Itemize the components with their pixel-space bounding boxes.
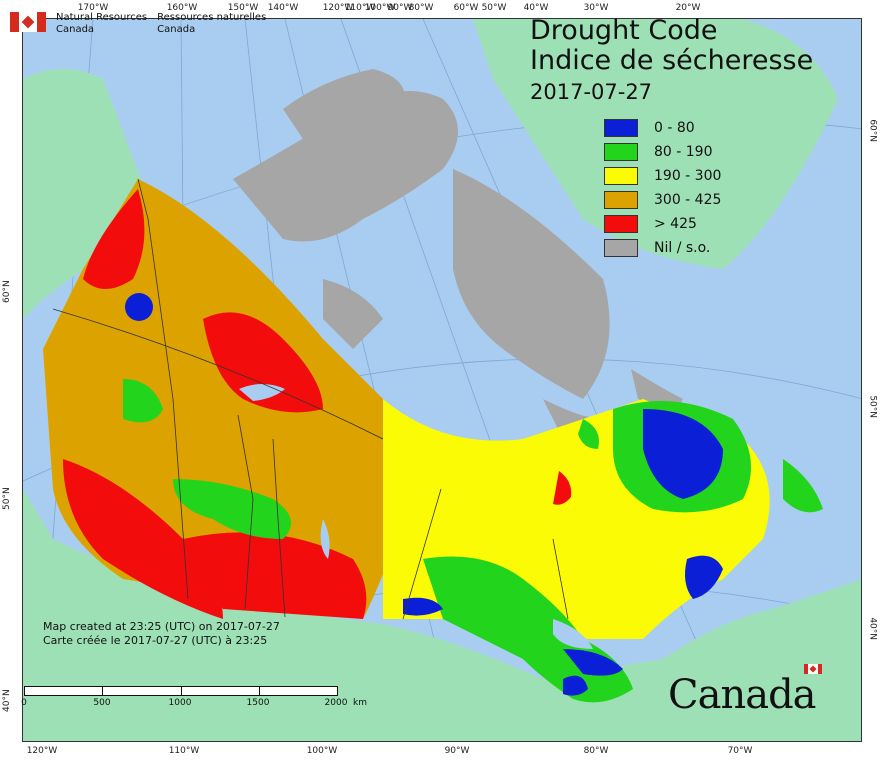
tick-top: 40°W bbox=[523, 3, 549, 13]
tick-left: 60°N bbox=[2, 280, 12, 303]
agency-line2-fr: Canada bbox=[157, 24, 196, 35]
tick-top: 110°W bbox=[344, 3, 376, 13]
legend-swatch bbox=[604, 143, 638, 161]
scale-unit: km bbox=[353, 698, 367, 708]
legend-swatch bbox=[604, 191, 638, 209]
legend-label: 190 - 300 bbox=[654, 168, 722, 184]
tick-top: 50°W bbox=[481, 3, 507, 13]
scale-labels: 0 500 1000 1500 2000 km bbox=[21, 696, 384, 710]
tick-bottom: 70°W bbox=[727, 746, 753, 756]
title-date: 2017-07-27 bbox=[530, 80, 653, 104]
legend-swatch bbox=[604, 119, 638, 137]
tick-top: 60°W bbox=[453, 3, 479, 13]
canada-wordmark: Canada bbox=[668, 664, 822, 718]
legend-swatch bbox=[604, 239, 638, 257]
wordmark-flag-icon bbox=[803, 664, 822, 674]
map-svg bbox=[23, 19, 861, 741]
province-borders bbox=[52, 178, 569, 620]
agency-line1-en: Natural Resources bbox=[56, 12, 148, 23]
tick-right: 60°N bbox=[868, 119, 878, 142]
agency-line2-en: Canada bbox=[56, 24, 95, 35]
tick-top: 20°W bbox=[675, 3, 701, 13]
map-canvas bbox=[22, 18, 862, 742]
legend-item: 0 - 80 bbox=[604, 116, 721, 140]
tick-bottom: 110°W bbox=[168, 746, 200, 756]
legend-label: 80 - 190 bbox=[654, 144, 713, 160]
credit-text: Map created at 23:25 (UTC) on 2017-07-27… bbox=[43, 620, 280, 648]
tick-top: 80°W bbox=[408, 3, 434, 13]
legend-swatch bbox=[604, 167, 638, 185]
scale-bar: 0 500 1000 1500 2000 km bbox=[21, 686, 384, 710]
legend-label: 0 - 80 bbox=[654, 120, 695, 136]
title-en: Drought Code bbox=[530, 15, 718, 46]
tick-top: 100°W bbox=[364, 3, 396, 13]
credit-fr: Carte créée le 2017-07-27 (UTC) à 23:25 bbox=[43, 634, 268, 647]
tick-left: 40°N bbox=[2, 689, 12, 712]
non-canada-land bbox=[23, 19, 861, 741]
tick-top: 30°W bbox=[583, 3, 609, 13]
agency-line1-fr: Ressources naturelles bbox=[157, 12, 267, 23]
scale-label: 1000 bbox=[168, 698, 192, 708]
legend-item: Nil / s.o. bbox=[604, 236, 721, 260]
tick-top: 120°W bbox=[322, 3, 354, 13]
legend: 0 - 80 80 - 190 190 - 300 300 - 425 > 425 Nil… bbox=[604, 116, 721, 260]
tick-top: 140°W bbox=[267, 3, 299, 13]
tick-bottom: 90°W bbox=[444, 746, 470, 756]
legend-item: 190 - 300 bbox=[604, 164, 721, 188]
title-fr: Indice de sécheresse bbox=[530, 45, 814, 76]
agency-fr: Ressources naturelles Canada bbox=[157, 12, 266, 36]
wordmark-text: Canada bbox=[668, 672, 817, 718]
legend-label: > 425 bbox=[654, 216, 697, 232]
agency-signature: Natural Resources Canada Ressources natu… bbox=[10, 12, 266, 36]
drought-very-low bbox=[125, 293, 723, 696]
lakes bbox=[239, 384, 593, 649]
tick-right: 40°N bbox=[868, 617, 878, 640]
scale-label: 2000 bbox=[324, 698, 348, 708]
tick-bottom: 120°W bbox=[26, 746, 58, 756]
tick-top: 150°W bbox=[227, 3, 259, 13]
drought-high bbox=[63, 189, 572, 619]
legend-item: 80 - 190 bbox=[604, 140, 721, 164]
agency-en: Natural Resources Canada bbox=[56, 12, 147, 36]
scale-label: 1500 bbox=[246, 698, 270, 708]
legend-label: 300 - 425 bbox=[654, 192, 722, 208]
tick-bottom: 80°W bbox=[583, 746, 609, 756]
tick-top: 90°W bbox=[387, 3, 413, 13]
tick-right: 50°N bbox=[868, 395, 878, 418]
scale-bar-graphic bbox=[24, 686, 338, 696]
tick-top: 160°W bbox=[166, 3, 198, 13]
tick-top: 170°W bbox=[77, 3, 109, 13]
scale-label: 0 bbox=[21, 698, 27, 708]
tick-bottom: 100°W bbox=[306, 746, 338, 756]
legend-label: Nil / s.o. bbox=[654, 240, 711, 256]
scale-label: 500 bbox=[93, 698, 111, 708]
tick-left: 50°N bbox=[2, 487, 12, 510]
credit-en: Map created at 23:25 (UTC) on 2017-07-27 bbox=[43, 620, 280, 633]
map-title: Drought Code Indice de sécheresse 2017-0… bbox=[530, 16, 813, 106]
canada-flag-icon bbox=[10, 12, 46, 32]
legend-item: > 425 bbox=[604, 212, 721, 236]
legend-swatch bbox=[604, 215, 638, 233]
legend-item: 300 - 425 bbox=[604, 188, 721, 212]
